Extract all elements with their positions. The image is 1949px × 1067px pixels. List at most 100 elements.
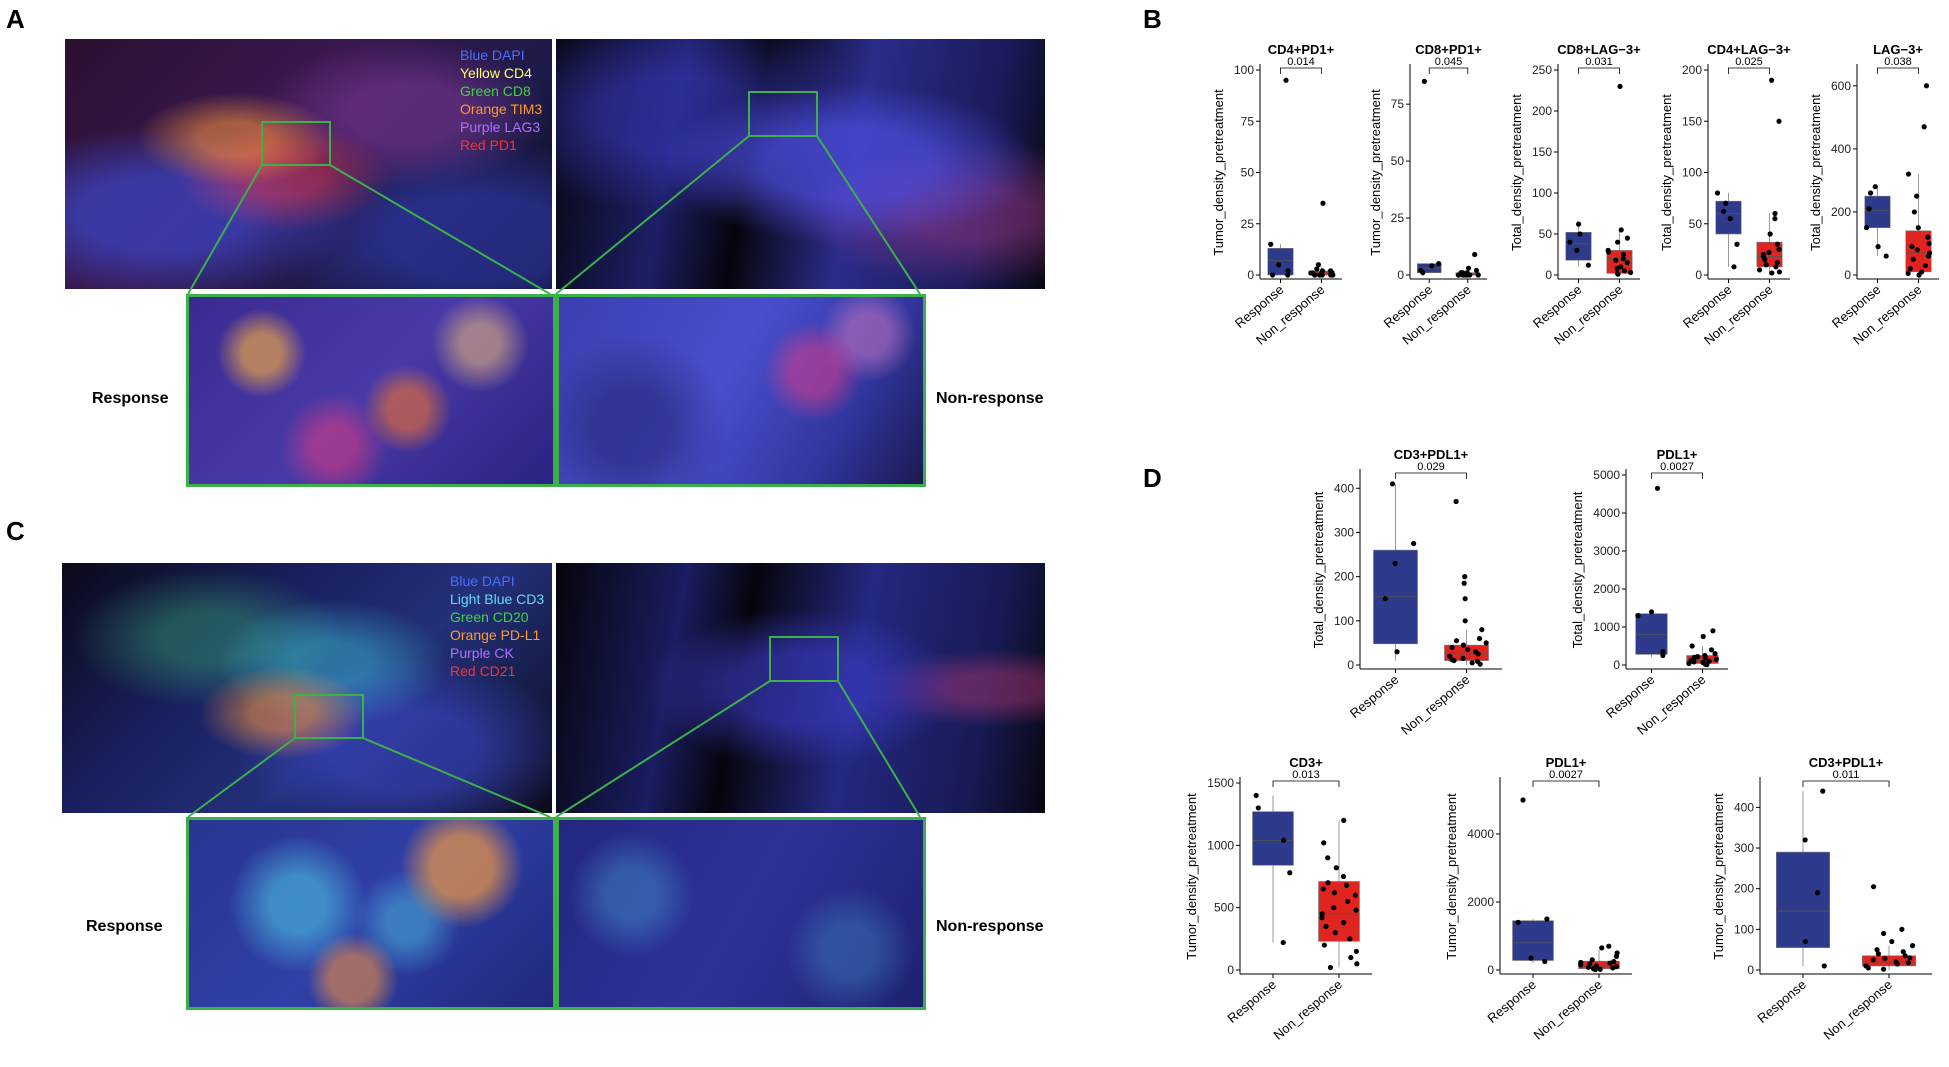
chart-title: CD3+PDL1+: [1809, 755, 1884, 770]
data-point: [1345, 898, 1351, 905]
box-iqr: [1252, 811, 1294, 866]
y-tick-label: 0: [1487, 963, 1494, 977]
data-point: [1776, 118, 1782, 124]
data-point: [1865, 965, 1871, 971]
y-tick-label: 4000: [1467, 827, 1494, 841]
data-point: [1392, 560, 1398, 566]
data-point: [1710, 628, 1716, 634]
data-point: [1905, 270, 1911, 277]
boxplot-d-total-cd3pdl1: CD3+PDL1+ 0 100 200 300 400 Total_density_pret…: [1311, 447, 1502, 738]
data-point: [1325, 855, 1331, 861]
y-tick-label: 0: [1695, 268, 1702, 282]
data-point: [1915, 225, 1921, 231]
y-tick-label: 0: [1545, 268, 1552, 282]
y-axis-label: Tumor_density_pretreatment: [1444, 793, 1459, 960]
y-tick-label: 100: [1334, 614, 1354, 628]
data-point: [1624, 260, 1630, 266]
data-point: [1776, 269, 1783, 275]
data-point: [1721, 208, 1727, 215]
data-point: [1660, 652, 1666, 659]
chart-title: CD4+PD1+: [1268, 42, 1335, 57]
significance-bracket: [1651, 472, 1703, 479]
data-point: [1695, 654, 1701, 660]
data-point: [1712, 651, 1718, 657]
data-point: [1319, 911, 1325, 917]
data-point: [1763, 262, 1769, 268]
data-point: [1436, 261, 1442, 267]
data-point: [1727, 216, 1733, 222]
data-point: [1882, 956, 1888, 962]
data-point: [1455, 272, 1462, 278]
data-point: [1321, 840, 1327, 846]
panel-letter-c: C: [6, 516, 25, 546]
data-point: [1774, 241, 1780, 247]
y-tick-label: 0: [1347, 658, 1354, 672]
data-point: [1312, 272, 1318, 278]
legend-c: Blue DAPI Light Blue CD3 Green CD20 Oran…: [450, 572, 544, 680]
micrograph-c-response-zoom: [186, 817, 556, 1010]
legend-c-item: Purple CK: [450, 645, 514, 661]
significance-bracket: [1802, 780, 1890, 787]
data-point: [1308, 270, 1314, 276]
data-point: [1628, 269, 1634, 276]
y-tick-label: 50: [1539, 227, 1553, 241]
x-tick-label: Non_response: [1271, 977, 1345, 1043]
data-point: [1610, 965, 1616, 971]
data-point: [1599, 945, 1605, 951]
box-iqr: [1862, 955, 1916, 967]
y-tick-label: 200: [1734, 882, 1754, 896]
data-point: [1925, 234, 1931, 240]
data-point: [1578, 959, 1584, 966]
data-point: [1925, 253, 1932, 259]
legend-a-item: Blue DAPI: [460, 47, 525, 63]
data-point: [1620, 256, 1626, 262]
legend-a-item: Red PD1: [460, 137, 517, 153]
significance-bracket: [1728, 67, 1770, 74]
data-point: [1691, 659, 1697, 665]
data-point: [1621, 268, 1628, 274]
x-tick-label: Response: [1484, 977, 1538, 1026]
data-point: [1615, 271, 1621, 277]
data-point: [1914, 193, 1920, 199]
y-tick-label: 300: [1334, 525, 1354, 539]
data-point: [1328, 268, 1334, 274]
data-point: [1874, 947, 1880, 953]
data-point: [1880, 930, 1887, 937]
data-point: [1421, 78, 1427, 84]
data-point: [1574, 247, 1580, 253]
data-point: [1285, 268, 1291, 274]
x-tick-label: Non_response: [1531, 977, 1605, 1043]
y-tick-label: 75: [1241, 114, 1255, 128]
data-point: [1769, 77, 1775, 83]
y-axis-label: Tumor_density_pretreatment: [1711, 793, 1726, 960]
data-point: [1760, 253, 1767, 260]
data-point: [1544, 916, 1550, 922]
data-point: [1347, 936, 1353, 942]
y-axis-label: Tumor_density_pretreatment: [1368, 89, 1383, 256]
nonresponse-label-a: Non-response: [936, 390, 1044, 407]
data-point: [1686, 660, 1692, 667]
data-point: [1353, 948, 1359, 954]
p-value-label: 0.025: [1735, 56, 1763, 68]
legend-c-item: Green CD20: [450, 609, 529, 625]
data-point: [1515, 919, 1521, 925]
y-tick-label: 600: [1831, 79, 1851, 93]
data-point: [1870, 957, 1876, 963]
y-axis-label: Total_density_pretreatment: [1659, 94, 1674, 251]
box-iqr: [1635, 613, 1668, 655]
x-tick-label: Response: [1754, 977, 1808, 1026]
data-point: [1589, 957, 1595, 963]
data-point: [1462, 574, 1468, 580]
data-point: [1453, 498, 1459, 505]
data-point: [1348, 954, 1354, 961]
significance-bracket: [1395, 472, 1467, 479]
boxplot-b-cd4pd1: CD4+PD1+ 0 25 50 75 100 Tumor_density_pretreat…: [1211, 42, 1342, 348]
data-point: [1475, 658, 1481, 665]
y-tick-label: 25: [1241, 217, 1255, 231]
x-tick-label: Non_response: [1821, 977, 1895, 1043]
data-point: [1767, 231, 1773, 237]
x-tick-label: Non_response: [1399, 282, 1473, 348]
data-point: [1624, 235, 1630, 241]
data-point: [1327, 964, 1334, 971]
p-value-label: 0.0027: [1549, 769, 1583, 781]
